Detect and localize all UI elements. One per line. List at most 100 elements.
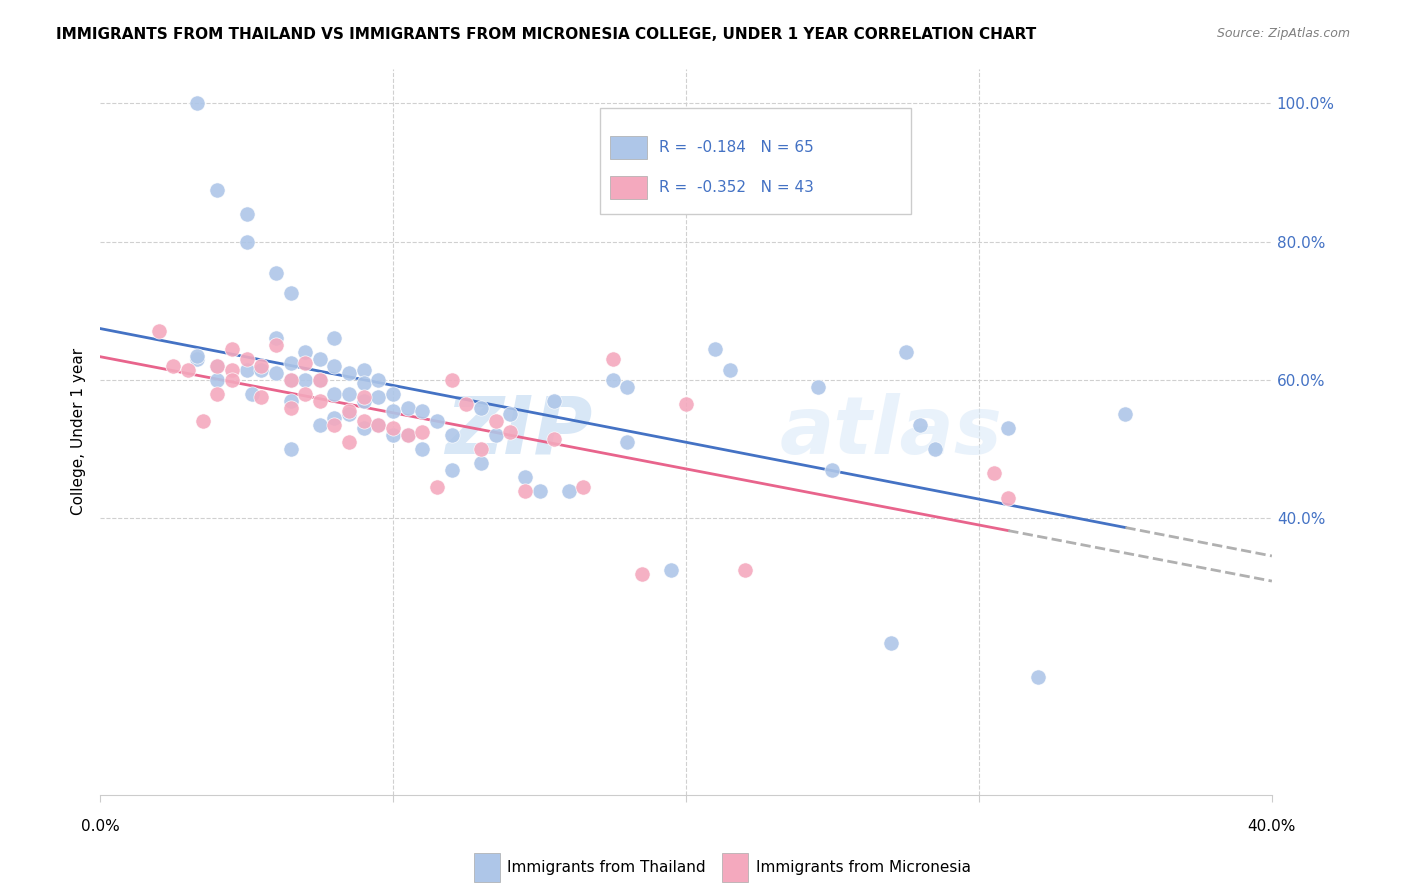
Point — [294, 373, 316, 387]
Point — [280, 373, 302, 387]
Point — [337, 404, 360, 418]
Point — [484, 414, 506, 428]
Point — [353, 362, 375, 376]
Point — [308, 417, 330, 432]
FancyBboxPatch shape — [610, 136, 647, 160]
Point — [235, 362, 257, 376]
Point — [997, 491, 1019, 505]
Point — [242, 386, 264, 401]
Point — [186, 96, 208, 111]
Point — [616, 435, 638, 450]
Point — [411, 404, 433, 418]
Point — [910, 417, 932, 432]
Point — [207, 373, 229, 387]
Text: Source: ZipAtlas.com: Source: ZipAtlas.com — [1216, 27, 1350, 40]
Point — [264, 366, 287, 380]
Point — [411, 442, 433, 456]
Point — [426, 480, 449, 494]
Point — [308, 373, 330, 387]
Point — [807, 380, 830, 394]
Point — [148, 325, 170, 339]
Point — [191, 414, 214, 428]
Point — [499, 425, 522, 439]
Point — [323, 417, 346, 432]
Point — [821, 463, 844, 477]
Point — [367, 417, 389, 432]
Point — [382, 428, 405, 442]
Point — [631, 566, 654, 581]
Point — [353, 376, 375, 391]
Point — [177, 362, 200, 376]
Point — [426, 414, 449, 428]
Point — [1114, 408, 1136, 422]
Point — [186, 349, 208, 363]
Point — [207, 183, 229, 197]
Point — [280, 286, 302, 301]
Point — [280, 401, 302, 415]
Point — [543, 393, 565, 408]
Point — [602, 352, 624, 367]
Y-axis label: College, Under 1 year: College, Under 1 year — [72, 348, 86, 516]
Point — [280, 373, 302, 387]
FancyBboxPatch shape — [610, 176, 647, 199]
Point — [396, 401, 419, 415]
Text: atlas: atlas — [780, 392, 1002, 471]
Point — [250, 359, 273, 373]
Point — [396, 428, 419, 442]
Point — [513, 469, 536, 483]
Point — [440, 463, 463, 477]
Point — [734, 563, 756, 577]
Point — [323, 411, 346, 425]
Point — [543, 432, 565, 446]
Bar — [474, 854, 501, 881]
Text: Immigrants from Thailand: Immigrants from Thailand — [508, 860, 706, 875]
Point — [323, 359, 346, 373]
Point — [367, 390, 389, 404]
Point — [470, 401, 492, 415]
Point — [456, 397, 478, 411]
FancyBboxPatch shape — [600, 109, 911, 214]
Point — [337, 435, 360, 450]
Point — [558, 483, 581, 498]
Point — [294, 386, 316, 401]
Point — [997, 421, 1019, 435]
Point — [499, 408, 522, 422]
Point — [353, 414, 375, 428]
Point — [207, 359, 229, 373]
Point — [470, 442, 492, 456]
Point — [983, 467, 1005, 481]
Point — [207, 359, 229, 373]
Point — [572, 480, 595, 494]
Point — [1026, 670, 1049, 684]
Text: 0.0%: 0.0% — [80, 820, 120, 834]
Point — [280, 393, 302, 408]
Point — [382, 386, 405, 401]
Point — [264, 331, 287, 345]
Point — [411, 425, 433, 439]
Point — [513, 483, 536, 498]
Point — [280, 442, 302, 456]
Point — [675, 397, 697, 411]
Text: 40.0%: 40.0% — [1247, 820, 1296, 834]
Point — [337, 408, 360, 422]
Point — [186, 352, 208, 367]
Point — [470, 456, 492, 470]
Point — [337, 386, 360, 401]
Text: ZIP: ZIP — [444, 392, 592, 471]
Point — [367, 373, 389, 387]
Point — [602, 373, 624, 387]
Text: IMMIGRANTS FROM THAILAND VS IMMIGRANTS FROM MICRONESIA COLLEGE, UNDER 1 YEAR COR: IMMIGRANTS FROM THAILAND VS IMMIGRANTS F… — [56, 27, 1036, 42]
Point — [353, 390, 375, 404]
Point — [308, 352, 330, 367]
Point — [264, 266, 287, 280]
Point — [308, 373, 330, 387]
Point — [704, 342, 727, 356]
Point — [353, 393, 375, 408]
Point — [235, 207, 257, 221]
Point — [440, 428, 463, 442]
Point — [323, 386, 346, 401]
Point — [440, 373, 463, 387]
Point — [382, 421, 405, 435]
Text: R =  -0.184   N = 65: R = -0.184 N = 65 — [659, 140, 814, 155]
Point — [396, 428, 419, 442]
